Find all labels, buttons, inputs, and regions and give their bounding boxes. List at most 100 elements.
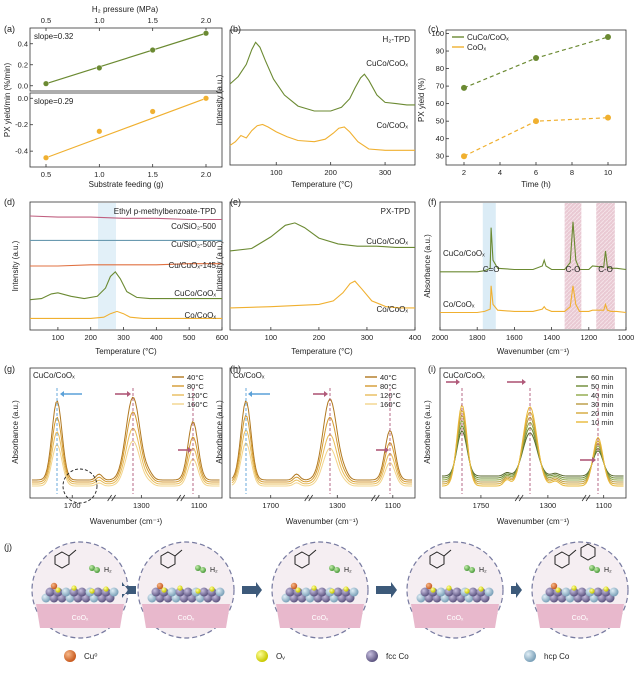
j-support-label-2: CoOₓ [312, 615, 329, 622]
i-axis-break-0b [518, 494, 524, 502]
d-series-3 [29, 270, 222, 301]
i-x-tick-label: 1100 [596, 501, 612, 510]
j-h-atom [195, 565, 201, 571]
d-x-tick-label: 600 [216, 333, 229, 342]
j-legend-label-1: Oᵥ [276, 652, 285, 661]
j-substituent-bond [308, 549, 317, 557]
j-support-3 [411, 604, 499, 628]
d-x-tick-label: 100 [52, 333, 65, 342]
j-vacancy-site [446, 585, 452, 591]
j-support-label-1: CoOₓ [178, 615, 195, 622]
g-spectrum-3 [32, 440, 220, 487]
j-vacancy-site [464, 588, 470, 594]
a-point-0-1 [96, 64, 103, 71]
j-fcc-co-atom [93, 587, 103, 597]
i-frame [439, 367, 627, 499]
h-y-axis-title: Absorbance (a.u.) [215, 400, 224, 464]
a-x-tick-label: 1.5 [147, 170, 157, 179]
j-support-0 [36, 604, 124, 628]
j-fcc-co-atom [333, 587, 343, 597]
j-fcc-co-atom [77, 587, 87, 597]
a-top-tick-label: 2.0 [201, 16, 211, 25]
d-highlight-band [98, 203, 116, 329]
h-shift-arrowhead-0 [248, 391, 252, 397]
a-x-tick-label: 2.0 [201, 170, 211, 179]
e-y-axis-title: Intensity (a.u.) [215, 240, 224, 291]
h-spectrum-3 [231, 442, 412, 487]
j-h-atom [589, 565, 595, 571]
j-vacancy-site [295, 587, 301, 593]
g-shift-arrowhead-2 [188, 447, 192, 453]
c-point-0-2 [605, 34, 611, 41]
j-fcc-co-atom [175, 587, 185, 597]
j-support-label-0: CoOₓ [72, 615, 89, 622]
a-ytick-label: 0.4 [18, 39, 28, 48]
j-vacancy-site [478, 586, 484, 592]
b-series-label-co: Co/CoOₓ [376, 121, 408, 130]
a-point-0-3 [202, 30, 209, 37]
h-shift-arrowhead-1 [324, 391, 328, 397]
j-vacancy-site [343, 586, 349, 592]
j-h-atom [94, 567, 100, 573]
a-lower-frame [29, 92, 223, 168]
j-fcc-co-atom [569, 587, 579, 597]
h-axis-break-0a [304, 494, 310, 502]
f-x-tick-label: 1400 [543, 333, 560, 342]
j-cu-atom [425, 582, 433, 590]
j-fcc-co-atom [151, 587, 161, 597]
j-vacancy-site [329, 588, 335, 594]
i-legend-label-4: 20 min [591, 409, 614, 418]
d-y-axis-title: Intensity (a.u.) [11, 240, 20, 291]
c-x-tick-label: 2 [462, 168, 466, 177]
j-vacancy-site [195, 588, 201, 594]
i-shift-arrowhead-0 [456, 379, 460, 385]
j-hcp-co-atom [109, 587, 119, 597]
a-ytick-label: -0.2 [15, 120, 28, 129]
d-plot-marks: 100 200 300 400 500 600 Ethyl p-methylbenzoate… [29, 203, 229, 342]
g-x-tick-label: 1100 [191, 501, 207, 510]
f-series-0 [440, 221, 627, 273]
d-series-label-3: CuCo/CoOₓ [174, 289, 216, 298]
f-series-1 [440, 285, 627, 314]
j-step-arrow-1 [242, 582, 262, 598]
j-substituent-bond [568, 549, 577, 557]
j-fcc-co-atom [593, 587, 603, 597]
c-x-tick-label: 6 [534, 168, 538, 177]
f-plot-marks: 2000 1800 1600 1400 1200 1000 CuCo/CoOₓ Co/CoOₓ… [432, 203, 634, 342]
j-fcc-co-atom [199, 587, 209, 597]
d-title: Ethyl p-methylbenzoate-TPD [114, 207, 216, 216]
b-frame [229, 29, 416, 166]
f-peak-label-1: C-O [566, 265, 581, 274]
h-legend-label-0: 40°C [380, 373, 397, 382]
j-h-atom [329, 565, 335, 571]
f-x-tick-label: 2000 [432, 333, 449, 342]
j-fcc-co-atom [545, 587, 555, 597]
d-x-tick-label: 400 [150, 333, 163, 342]
i-spectrum-5 [441, 404, 624, 487]
h-x-axis-title: Wavenumber (cm⁻¹) [286, 517, 359, 526]
a-point-0-0 [43, 80, 50, 87]
panel-label-i: (i) [428, 364, 436, 374]
j-support-label-4: CoOₓ [572, 615, 589, 622]
j-fcc-co-atom [444, 587, 454, 597]
c-point-0-1 [533, 55, 539, 62]
c-y-ytick-label: 90 [436, 47, 444, 56]
d-series-0 [29, 215, 222, 221]
a-point-1-1 [96, 128, 103, 135]
j-fcc-co-atom [317, 587, 327, 597]
j-vacancy-site [603, 586, 609, 592]
a-top-axis-ticks: 0.5 1.0 1.5 2.0 [41, 16, 211, 31]
e-plot-marks: 100 200 300 400 PX-TPD CuCo/CoOₓ Co/CoOₓ [229, 207, 421, 342]
a-x-tick-label: 1.0 [94, 170, 104, 179]
c-y-ytick-label: 30 [436, 152, 444, 161]
c-point-1-0 [461, 153, 467, 160]
j-hcp-co-atom [167, 587, 177, 597]
i-axis-break-1a [581, 494, 587, 502]
i-legend-label-1: 50 min [591, 382, 614, 391]
c-point-0-0 [461, 84, 467, 91]
h-legend-label-2: 120°C [380, 391, 402, 400]
